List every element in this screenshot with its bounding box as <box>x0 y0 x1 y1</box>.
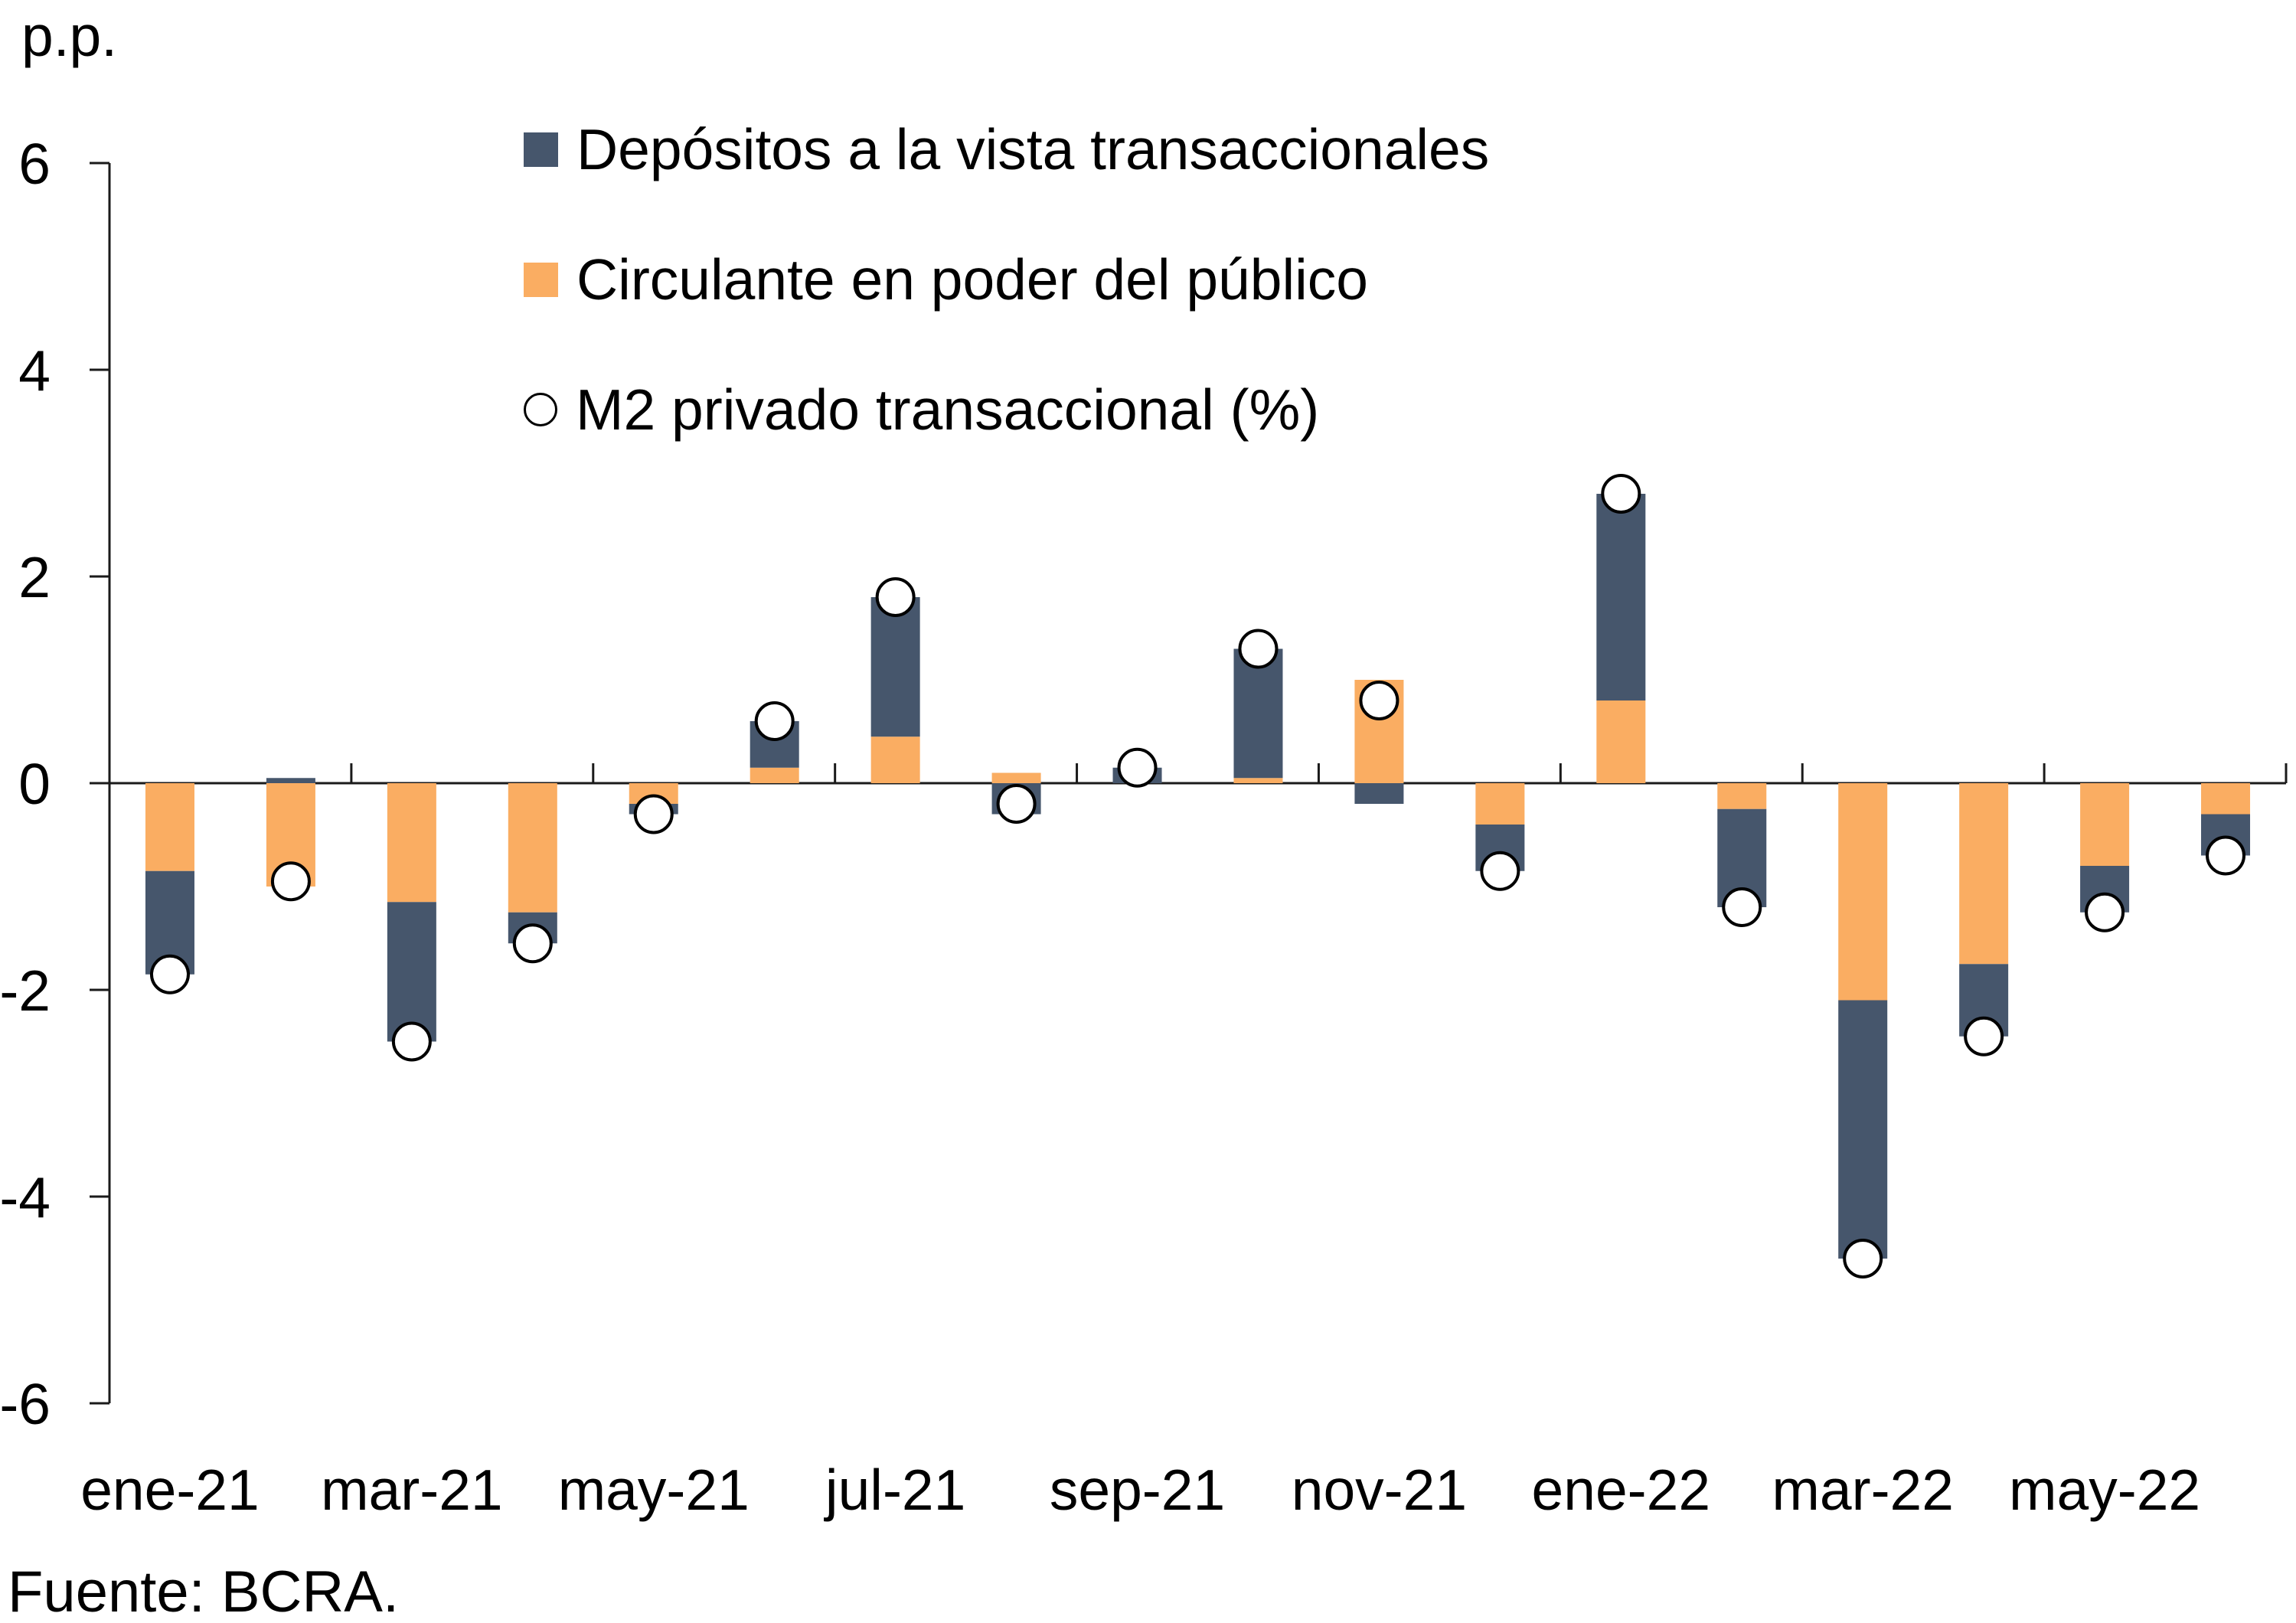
x-axis-tick-label: ene-22 <box>1532 1458 1711 1522</box>
bar-segment-depositos <box>387 902 436 1042</box>
legend-item-m2: M2 privado transaccional (%) <box>524 375 1489 444</box>
m2-marker <box>391 1021 432 1062</box>
m2-marker <box>1238 629 1279 669</box>
bar-segment-circulante <box>991 772 1041 783</box>
m2-circle-marker-icon <box>524 393 557 426</box>
m2-marker <box>996 784 1037 824</box>
bar-segment-circulante <box>2080 783 2130 866</box>
y-axis-tick-label: -6 <box>0 1372 51 1436</box>
m2-marker <box>633 794 674 834</box>
m2-marker <box>512 923 553 964</box>
m2-marker <box>1964 1016 2004 1056</box>
bar-segment-circulante <box>1596 700 1646 783</box>
m2-marker <box>754 701 795 741</box>
legend-label-circulante: Circulante en poder del público <box>576 247 1368 312</box>
bar-segment-depositos <box>1233 648 1283 779</box>
m2-marker <box>875 577 916 617</box>
x-axis-tick-label: mar-22 <box>1772 1458 1954 1522</box>
m2-marker <box>149 954 190 994</box>
x-axis-tick-label: may-22 <box>2009 1458 2200 1522</box>
legend-item-circulante: Circulante en poder del público <box>524 245 1489 314</box>
bar-segment-depositos <box>870 597 920 737</box>
bar-segment-depositos <box>266 778 315 783</box>
m2-marker <box>2206 835 2246 876</box>
legend-item-depositos: Depósitos a la vista transaccionales <box>524 115 1489 184</box>
y-axis-tick-label: 6 <box>18 132 51 196</box>
bar-segment-circulante <box>508 783 557 913</box>
y-axis-tick-label: 2 <box>18 545 51 609</box>
x-axis-tick-label: sep-21 <box>1050 1458 1225 1522</box>
m2-marker <box>1843 1239 1883 1278</box>
y-axis-tick-label: 4 <box>18 338 51 403</box>
bar-segment-depositos <box>1596 494 1646 700</box>
m2-marker <box>1601 474 1641 514</box>
m2-marker <box>1359 681 1399 720</box>
m2-marker <box>1117 747 1158 788</box>
m2-marker <box>2085 892 2125 932</box>
x-axis-tick-label: ene-21 <box>80 1458 260 1522</box>
y-axis-tick-label: -4 <box>0 1165 51 1229</box>
bar-segment-circulante <box>1475 783 1525 825</box>
source-note: Fuente: BCRA. <box>8 1559 400 1623</box>
bar-segment-circulante <box>870 736 920 783</box>
bar-segment-circulante <box>750 767 799 783</box>
bar-segment-circulante <box>145 783 194 871</box>
bar-segment-circulante <box>1233 778 1283 783</box>
bar-segment-circulante <box>1717 783 1767 809</box>
bar-segment-circulante <box>2201 783 2251 815</box>
depositos-swatch-icon <box>524 132 558 167</box>
x-axis-tick-label: nov-21 <box>1292 1458 1467 1522</box>
legend: Depósitos a la vista transaccionales Cir… <box>524 115 1489 444</box>
x-axis-tick-label: mar-21 <box>321 1458 503 1522</box>
bar-segment-circulante <box>1838 783 1888 1001</box>
legend-label-m2: M2 privado transaccional (%) <box>576 377 1320 442</box>
circulante-swatch-icon <box>524 262 558 297</box>
y-axis-tick-label: -2 <box>0 958 51 1023</box>
bar-segment-depositos <box>1838 1000 1888 1259</box>
legend-label-depositos: Depósitos a la vista transaccionales <box>576 116 1490 181</box>
bar-segment-depositos <box>1354 783 1404 804</box>
y-axis-unit-label: p.p. <box>21 4 118 68</box>
x-axis-tick-label: may-21 <box>558 1458 750 1522</box>
bar-segment-circulante <box>1959 783 2009 965</box>
x-axis-tick-label: jul-21 <box>824 1458 965 1522</box>
m2-marker <box>1480 851 1520 891</box>
bar-segment-circulante <box>387 783 436 903</box>
m2-marker <box>1722 887 1762 927</box>
m2-marker <box>270 861 311 902</box>
y-axis-tick-label: 0 <box>18 752 51 816</box>
